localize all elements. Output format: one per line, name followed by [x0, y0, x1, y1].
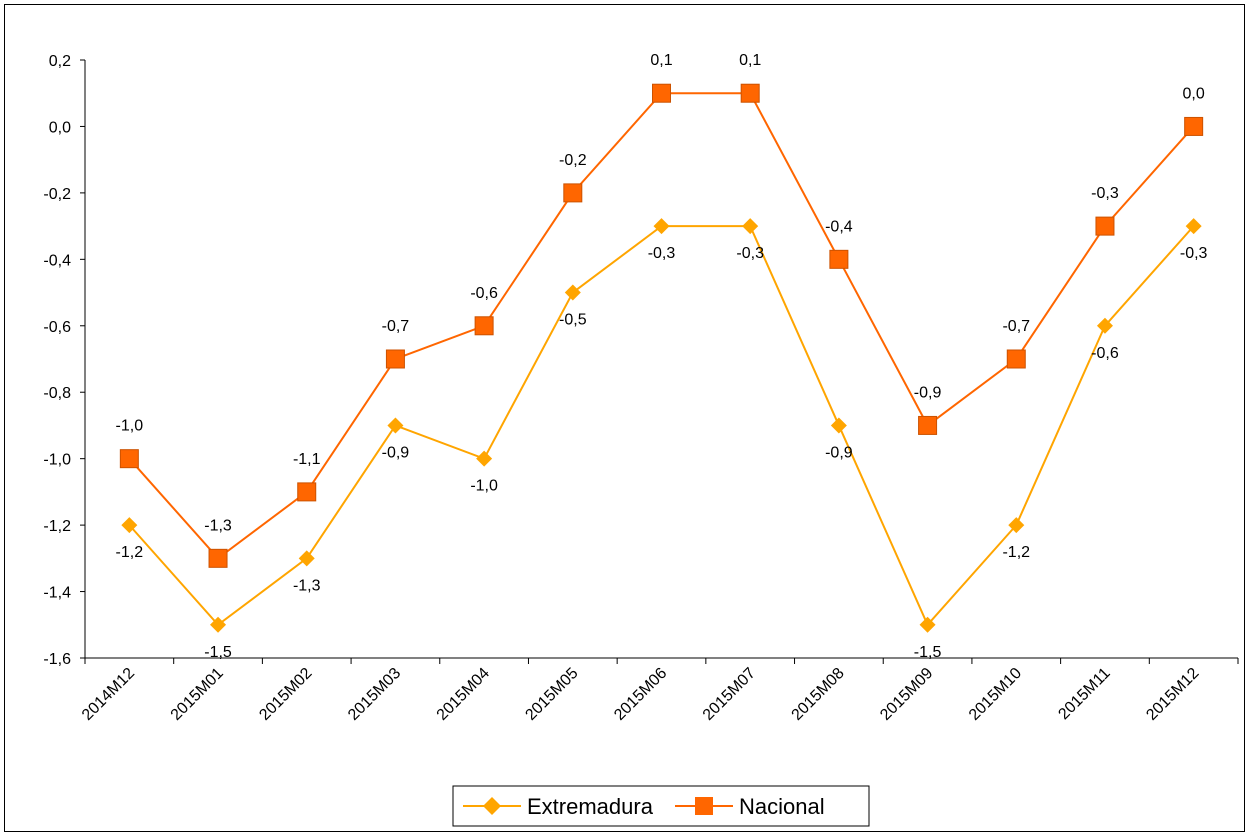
- x-tick-label: 2015M07: [700, 665, 759, 724]
- data-label: -0,3: [648, 245, 676, 262]
- data-point-square: [1184, 116, 1204, 136]
- data-label: 0,0: [1183, 85, 1205, 102]
- data-point-square: [829, 249, 849, 269]
- data-label: -1,2: [116, 544, 144, 561]
- data-point-square: [652, 83, 671, 103]
- data-label: -1,5: [914, 644, 942, 661]
- x-tick-label: 2015M05: [522, 665, 581, 724]
- data-point-square: [918, 415, 938, 435]
- y-tick-label: -1,2: [43, 518, 71, 535]
- x-tick-label: 2015M08: [789, 665, 848, 724]
- data-point-diamond: [1096, 317, 1113, 334]
- data-label: -1,1: [293, 451, 321, 468]
- data-point-diamond: [919, 616, 936, 633]
- legend-label: Nacional: [739, 794, 825, 819]
- y-tick-label: 0,2: [49, 53, 71, 70]
- data-label: -0,9: [825, 444, 853, 461]
- x-tick-label: 2015M03: [345, 665, 404, 724]
- data-point-diamond: [298, 550, 315, 567]
- data-point-square: [208, 548, 228, 568]
- y-tick-label: -0,6: [43, 319, 71, 336]
- legend-label: Extremadura: [527, 794, 654, 819]
- series-markers: [119, 83, 1204, 633]
- x-tick-label: 2015M09: [877, 665, 936, 724]
- data-label: -0,3: [1091, 185, 1119, 202]
- data-label: -0,2: [559, 152, 587, 169]
- data-label: -0,6: [470, 285, 498, 302]
- data-label: -0,9: [382, 444, 410, 461]
- data-label: -0,3: [736, 245, 764, 262]
- x-tick-label: 2015M10: [966, 665, 1025, 724]
- data-label: -0,9: [914, 384, 942, 401]
- legend-marker-square: [695, 797, 713, 815]
- series-line-extremadura: [128, 225, 1195, 627]
- data-point-square: [474, 316, 494, 336]
- data-label: -1,0: [116, 418, 144, 435]
- data-label: -1,3: [293, 577, 321, 594]
- data-point-diamond: [1008, 517, 1025, 534]
- y-tick-label: -1,4: [43, 585, 71, 602]
- data-labels: -1,2 -1,5 -1,3 -0,9 -1,0 -0,5 -0,3 -0,3 -0,9 -1,5…: [116, 52, 1208, 661]
- data-label: -0,3: [1180, 245, 1208, 262]
- data-point-diamond: [476, 450, 493, 467]
- data-label: -0,7: [1002, 318, 1030, 335]
- data-label: -0,7: [382, 318, 410, 335]
- data-point-diamond: [653, 218, 670, 235]
- data-point-diamond: [1185, 218, 1202, 235]
- data-label: -1,0: [470, 478, 498, 495]
- series-lines: [128, 92, 1195, 627]
- x-tick-label: 2015M12: [1143, 665, 1202, 724]
- data-label: 0,1: [739, 52, 761, 69]
- x-tick-label: 2015M06: [611, 665, 670, 724]
- data-label: -1,2: [1002, 544, 1030, 561]
- x-tick-label: 2015M11: [1055, 665, 1113, 723]
- data-label: -0,5: [559, 312, 587, 329]
- data-label: -0,6: [1091, 345, 1119, 362]
- series-line-nacional: [128, 92, 1195, 560]
- data-label: -1,3: [204, 517, 232, 534]
- data-point-square: [119, 449, 139, 469]
- legend-marker-diamond: [483, 797, 501, 815]
- x-tick-label: 2015M01: [168, 665, 227, 724]
- data-point-diamond: [210, 616, 227, 633]
- data-point-diamond: [830, 417, 847, 434]
- y-tick-label: -1,6: [43, 651, 71, 668]
- data-label: 0,1: [650, 52, 672, 69]
- x-tick-label: 2015M02: [256, 665, 315, 724]
- data-label: -1,5: [204, 644, 232, 661]
- x-tick-label: 2014M12: [79, 665, 138, 724]
- data-label: -0,4: [825, 218, 853, 235]
- data-point-diamond: [121, 517, 138, 534]
- legend: Extremadura Nacional: [452, 785, 870, 827]
- chart-frame: [4, 4, 1245, 832]
- x-tick-label: 2015M04: [434, 665, 493, 724]
- data-point-diamond: [387, 417, 404, 434]
- y-tick-label: -0,8: [43, 385, 71, 402]
- y-tick-label: -0,2: [43, 186, 71, 203]
- data-point-square: [297, 482, 317, 502]
- data-point-square: [1095, 216, 1115, 236]
- data-point-square: [563, 183, 583, 203]
- data-point-square: [740, 83, 760, 103]
- y-tick-label: -1,0: [43, 452, 71, 469]
- data-point-square: [1006, 349, 1026, 369]
- data-point-diamond: [742, 218, 759, 235]
- data-point-diamond: [564, 284, 581, 301]
- y-tick-label: 0,0: [49, 119, 71, 136]
- data-point-square: [385, 349, 405, 369]
- legend-box: [452, 785, 870, 827]
- y-tick-label: -0,4: [43, 252, 71, 269]
